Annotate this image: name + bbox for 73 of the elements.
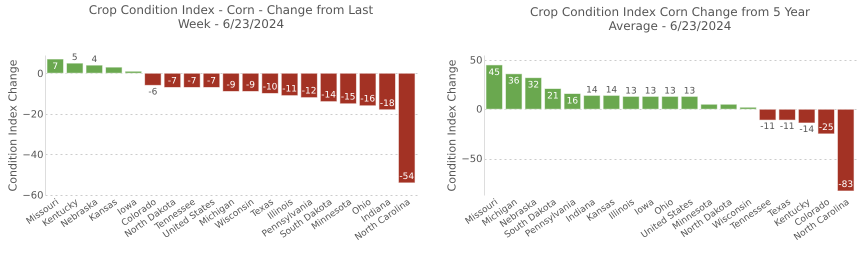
y-tick-label: 0 xyxy=(476,104,482,116)
data-label: -9 xyxy=(226,80,236,91)
data-label: 7 xyxy=(52,62,58,72)
bar xyxy=(622,96,640,110)
data-label: 14 xyxy=(606,85,618,96)
bar xyxy=(358,72,376,106)
bar xyxy=(280,72,298,96)
bar xyxy=(720,104,738,110)
bar xyxy=(105,66,123,74)
bar xyxy=(504,73,523,110)
y-tick-label: 50 xyxy=(470,55,482,66)
data-label: -11 xyxy=(780,122,795,132)
bar xyxy=(66,62,84,74)
data-label: 13 xyxy=(684,86,696,96)
bar xyxy=(300,72,318,98)
y-tick-label: −40 xyxy=(22,150,44,161)
bar xyxy=(398,72,416,184)
bar xyxy=(86,64,104,74)
data-label: 5 xyxy=(72,53,78,64)
y-tick-label: 0 xyxy=(37,68,44,80)
data-label: -6 xyxy=(148,87,158,98)
bar xyxy=(144,72,162,86)
chart-title: Crop Condition Index - Corn - Change from Last Week - 6/23/2024 xyxy=(88,3,374,32)
bar xyxy=(164,72,182,88)
data-label: -15 xyxy=(340,92,356,103)
data-label: 14 xyxy=(586,85,598,96)
bar xyxy=(583,94,601,110)
data-label: 4 xyxy=(91,55,98,66)
data-label: -54 xyxy=(399,172,414,182)
data-label: -83 xyxy=(838,180,854,190)
data-label: 16 xyxy=(566,96,578,106)
bar xyxy=(700,104,718,110)
data-label: -16 xyxy=(360,94,376,105)
data-label: 36 xyxy=(508,76,520,87)
data-label: -10 xyxy=(262,82,278,93)
bar xyxy=(798,108,816,124)
bar xyxy=(46,58,64,74)
bar xyxy=(544,88,562,110)
data-label: -14 xyxy=(321,90,336,101)
bar xyxy=(485,64,504,110)
y-tick-label: −50 xyxy=(461,154,482,166)
data-label: -25 xyxy=(818,122,834,133)
bar xyxy=(758,108,776,121)
data-label: 21 xyxy=(547,92,559,102)
data-label: -18 xyxy=(380,98,395,109)
data-label: 13 xyxy=(664,86,676,96)
data-label: -7 xyxy=(168,76,177,86)
bar xyxy=(378,72,396,110)
bar xyxy=(124,70,142,74)
data-label: -9 xyxy=(246,80,256,91)
y-axis-title: Condition Index Change xyxy=(445,59,458,192)
data-label: -12 xyxy=(302,86,316,97)
data-label: -11 xyxy=(760,122,775,132)
bar xyxy=(339,72,357,104)
data-label: -7 xyxy=(206,76,216,86)
y-tick-label: −20 xyxy=(22,109,44,120)
bar xyxy=(183,72,201,88)
data-label: 45 xyxy=(488,68,500,78)
data-label: 32 xyxy=(528,80,540,91)
y-tick-label: −60 xyxy=(22,190,44,202)
bar xyxy=(320,72,338,102)
bar xyxy=(836,108,855,192)
y-axis-title: Condition Index Change xyxy=(6,59,20,192)
data-label: -14 xyxy=(799,125,814,136)
bar xyxy=(602,94,620,110)
data-label: -11 xyxy=(282,84,297,95)
data-label: 13 xyxy=(644,86,656,96)
data-label: 13 xyxy=(625,86,637,96)
bar xyxy=(778,108,796,121)
bar xyxy=(524,77,542,110)
bar xyxy=(817,108,836,134)
chart-title: Crop Condition Index Corn Change from 5 Year Average - 6/23/2024 xyxy=(530,4,810,33)
data-label: -7 xyxy=(187,76,196,86)
